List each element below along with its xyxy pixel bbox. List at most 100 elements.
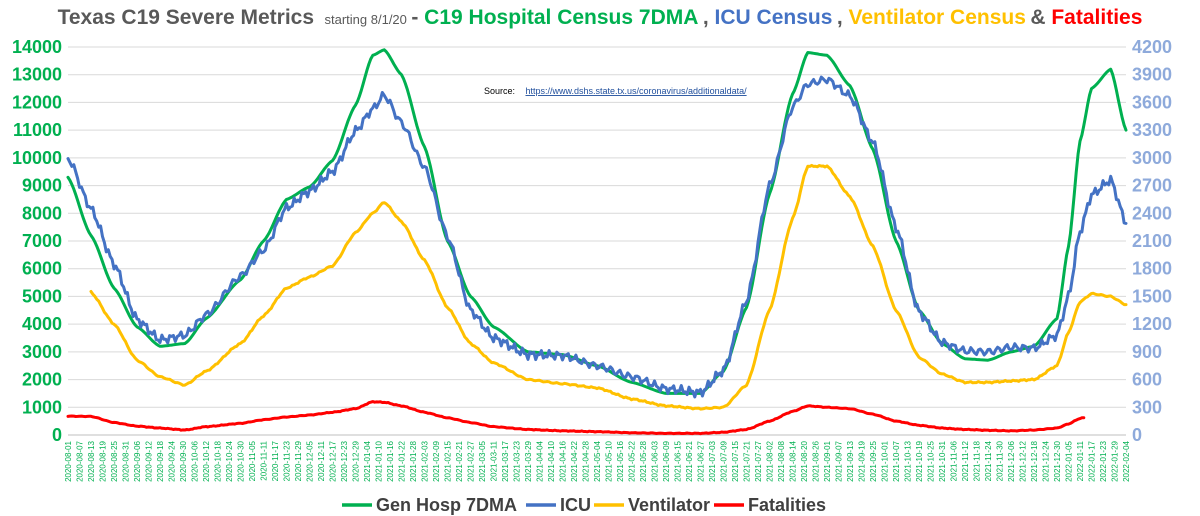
left-y-axis: 0 1000 2000 3000 4000 5000 6000 7000 8000 9000 100… [12,37,62,445]
left-y-tick-label: 1000 [22,397,62,417]
left-y-tick-label: 2000 [22,370,62,390]
title-starting: starting 8/1/20 [325,12,407,27]
right-y-tick-label: 300 [1132,397,1162,417]
legend-label-icu: ICU [560,495,591,515]
x-tick-label: 2020-11-11 [260,440,269,480]
x-tick-label: 2020-10-06 [191,440,200,481]
x-tick-label: 2021-10-13 [904,440,913,481]
x-tick-label: 2021-11-24 [984,440,993,481]
x-tick-label: 2021-08-20 [800,440,809,481]
x-tick-label: 2020-10-12 [202,440,211,481]
legend-label-vent: Ventilator [628,495,710,515]
x-tick-label: 2021-07-21 [743,440,752,481]
x-tick-label: 2021-01-22 [398,440,407,481]
title-vent: Ventilator Census [849,6,1026,29]
x-tick-label: 2021-12-30 [1053,440,1062,481]
left-y-tick-label: 12000 [12,92,62,112]
right-y-tick-label: 3300 [1132,120,1172,140]
x-tick-label: 2021-06-27 [697,440,706,481]
x-tick-label: 2020-12-29 [352,440,361,481]
title-dash: - [411,6,424,29]
x-tick-label: 2021-10-01 [881,440,890,481]
source-annotation: Source: https://www.dshs.state.tx.us/cor… [484,81,747,98]
left-y-tick-label: 6000 [22,259,62,279]
right-y-tick-label: 900 [1132,342,1162,362]
x-tick-label: 2020-09-12 [145,440,154,481]
left-y-tick-label: 8000 [22,203,62,223]
x-tick-label: 2021-09-13 [846,440,855,481]
series-lines [66,48,1128,436]
x-tick-label: 2021-10-25 [927,440,936,481]
left-y-tick-label: 4000 [22,314,62,334]
x-tick-label: 2021-10-07 [892,440,901,481]
x-tick-label: 2021-01-10 [375,440,384,481]
right-y-tick-label: 1800 [1132,259,1172,279]
series-line-fatalities [66,400,1086,436]
right-y-tick-label: 2700 [1132,176,1172,196]
x-tick-label: 2021-08-14 [789,440,798,481]
x-tick-label: 2021-07-03 [708,440,717,481]
series-line-ventilator [89,163,1128,411]
x-tick-label: 2021-08-26 [812,440,821,481]
left-y-tick-label: 14000 [12,37,62,57]
x-tick-label: 2021-05-22 [628,440,637,481]
x-tick-label: 2021-03-29 [524,440,533,481]
x-tick-label: 2021-09-07 [835,440,844,481]
x-tick-label: 2021-02-09 [432,440,441,481]
x-tick-label: 2020-08-07 [76,440,85,481]
right-y-tick-label: 4200 [1132,37,1172,57]
x-tick-label: 2021-04-22 [570,440,579,481]
x-tick-label: 2022-01-17 [1088,440,1097,481]
x-tick-label: 2021-02-21 [455,440,464,481]
x-tick-label: 2021-03-17 [501,440,510,481]
x-tick-label: 2021-01-16 [386,440,395,481]
x-tick-label: 2020-10-30 [237,440,246,481]
x-tick-label: 2022-01-05 [1065,440,1074,481]
x-tick-label: 2021-03-11 [490,440,499,481]
title-main: Texas C19 Severe Metrics [58,6,314,29]
x-tick-label: 2021-06-15 [674,440,683,481]
x-tick-label: 2021-06-03 [651,440,660,481]
title-hosp: C19 Hospital Census 7DMA [424,6,698,29]
x-axis: 2020-08-01 2020-08-07 2020-08-13 2020-08-19… [64,434,1131,482]
x-tick-label: 2020-08-01 [64,440,73,481]
x-tick-label: 2021-09-19 [858,440,867,481]
x-tick-label: 2021-11-18 [973,440,982,481]
x-tick-label: 2021-03-05 [478,440,487,481]
x-tick-label: 2021-05-16 [616,440,625,481]
x-tick-label: 2021-11-12 [961,440,970,481]
x-tick-label: 2020-08-13 [87,440,96,481]
x-tick-label: 2021-09-25 [869,440,878,481]
title-amp: & [1030,6,1051,29]
x-tick-label: 2021-03-23 [513,440,522,481]
x-tick-label: 2020-09-18 [156,440,165,481]
x-tick-label: 2021-01-04 [363,440,372,481]
x-tick-label: 2022-01-23 [1099,440,1108,481]
x-tick-label: 2021-04-10 [547,440,556,481]
x-tick-label: 2021-01-28 [409,440,418,481]
x-tick-label: 2021-09-01 [823,440,832,481]
x-tick-label: 2021-05-04 [593,440,602,481]
right-y-tick-label: 0 [1132,425,1142,445]
x-tick-label: 2022-01-11 [1076,440,1085,481]
source-link[interactable]: https://www.dshs.state.tx.us/coronavirus… [525,86,747,96]
x-tick-label: 2020-12-17 [329,440,338,481]
chart-title: Texas C19 Severe Metrics starting 8/1/20… [58,6,1143,29]
x-tick-label: 2021-02-15 [444,440,453,481]
title-comma-1: , [703,6,715,29]
x-tick-label: 2020-08-31 [122,440,131,481]
x-tick-label: 2020-12-11 [317,440,326,481]
x-tick-label: 2020-09-30 [179,440,188,481]
x-tick-label: 2022-01-29 [1111,440,1120,481]
left-y-tick-label: 13000 [12,65,62,85]
x-tick-label: 2021-02-03 [421,440,430,481]
x-tick-label: 2021-10-19 [915,440,924,481]
x-tick-label: 2020-09-24 [168,440,177,481]
series-line-gen-hosp-7dma [66,48,1128,395]
x-tick-label: 2021-05-10 [605,440,614,481]
right-y-tick-label: 1200 [1132,314,1172,334]
title-fatal: Fatalities [1051,6,1142,29]
right-y-axis: 0 300 600 900 1200 1500 1800 2100 2400 2700 3000 33… [1132,37,1172,445]
source-label: Source: [484,86,515,96]
